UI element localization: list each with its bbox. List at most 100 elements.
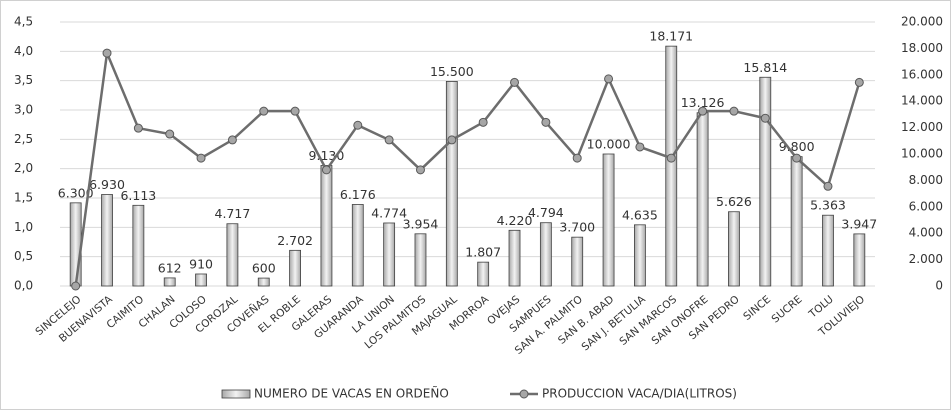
- bar: [508, 229, 521, 287]
- bar: [351, 204, 364, 287]
- line-marker: [760, 113, 770, 123]
- line-marker: [321, 165, 331, 175]
- legend-marker: [519, 389, 529, 399]
- bar: [634, 224, 646, 287]
- line-marker: [447, 135, 457, 145]
- value-label: 15.500: [430, 64, 474, 79]
- bar: [163, 277, 176, 287]
- line: [74, 48, 861, 287]
- value-label: 4.794: [528, 205, 564, 220]
- bar: [759, 76, 772, 287]
- line-marker: [478, 117, 488, 127]
- y2-tick-label: 2.000: [909, 252, 943, 266]
- bar: [853, 233, 866, 287]
- line-marker: [854, 77, 864, 87]
- bar: [320, 165, 333, 287]
- y-tick-label: 4,5: [14, 15, 33, 29]
- value-label: 4.717: [215, 206, 251, 221]
- line-marker: [698, 106, 708, 116]
- value-label: 3.954: [403, 216, 439, 231]
- line-marker: [165, 129, 175, 139]
- line-marker: [196, 153, 206, 163]
- value-label: 4.220: [497, 213, 533, 228]
- line-marker: [604, 74, 614, 84]
- y-tick-label: 3,5: [14, 73, 33, 87]
- bar: [665, 45, 678, 287]
- bar: [602, 153, 615, 287]
- bar: [696, 112, 709, 287]
- value-label: 2.702: [277, 233, 313, 248]
- value-label: 6.113: [120, 188, 156, 203]
- legend-swatch: [221, 389, 251, 399]
- line-marker: [227, 135, 237, 145]
- line-marker: [102, 48, 112, 58]
- y2-tick-label: 8.000: [909, 173, 943, 187]
- bar: [132, 204, 145, 287]
- value-label: 6.176: [340, 187, 376, 202]
- bar: [289, 249, 301, 287]
- value-label: 5.626: [716, 194, 752, 209]
- y-tick-label: 0,5: [14, 249, 33, 263]
- value-label: 3.947: [841, 216, 877, 231]
- value-label: 13.126: [681, 95, 725, 110]
- line-marker: [823, 181, 833, 191]
- line-marker: [541, 117, 551, 127]
- value-label: 10.000: [587, 137, 631, 152]
- y2-tick-label: 0: [935, 279, 943, 293]
- line-marker: [353, 120, 363, 130]
- line-marker: [572, 153, 582, 163]
- line-marker: [792, 153, 802, 163]
- value-label: 612: [158, 260, 182, 275]
- bar: [101, 194, 113, 287]
- y-tick-label: 3,0: [14, 103, 33, 117]
- bar: [571, 236, 584, 287]
- y-tick-label: 1,0: [14, 220, 33, 234]
- line-marker: [510, 77, 520, 87]
- line-marker: [290, 106, 300, 116]
- y2-tick-label: 12.000: [901, 120, 943, 134]
- bar: [226, 223, 239, 287]
- value-label: 4.635: [622, 207, 658, 222]
- y2-tick-label: 14.000: [901, 94, 943, 108]
- value-label: 3.700: [559, 220, 595, 235]
- y-tick-label: 2,5: [14, 132, 33, 146]
- bar: [728, 211, 740, 287]
- y-tick-label: 1,5: [14, 191, 33, 205]
- y-tick-label: 0,0: [14, 279, 33, 293]
- bar: [477, 261, 490, 287]
- line-marker: [71, 281, 81, 291]
- y2-tick-label: 20.000: [901, 15, 943, 29]
- bar: [69, 202, 82, 287]
- y2-tick-label: 6.000: [909, 199, 943, 213]
- bar: [383, 222, 396, 287]
- y2-tick-label: 16.000: [901, 67, 943, 81]
- line-marker: [384, 135, 394, 145]
- value-label: 5.363: [810, 198, 846, 213]
- line-marker: [259, 106, 269, 116]
- line-marker: [729, 106, 739, 116]
- bar: [195, 273, 207, 287]
- y-tick-label: 2,0: [14, 161, 33, 175]
- line-marker: [133, 123, 143, 133]
- bar: [445, 81, 458, 287]
- value-label: 18.171: [649, 29, 693, 44]
- value-label: 910: [189, 256, 213, 271]
- bar: [790, 156, 803, 287]
- bar: [539, 222, 552, 287]
- value-label: 6.930: [89, 177, 125, 192]
- value-label: 6.300: [58, 185, 94, 200]
- value-label: 15.814: [743, 60, 787, 75]
- y2-tick-label: 18.000: [901, 41, 943, 55]
- value-label: 4.774: [371, 205, 407, 220]
- value-label: 9.800: [779, 139, 815, 154]
- legend-label: PRODUCCION VACA/DIA(LITROS): [542, 387, 737, 401]
- line-marker: [666, 153, 676, 163]
- value-label: 600: [252, 261, 276, 276]
- legend-label: NUMERO DE VACAS EN ORDEÑO: [254, 386, 449, 401]
- line-marker: [635, 142, 645, 152]
- y2-tick-label: 10.000: [901, 147, 943, 161]
- bar: [414, 233, 427, 287]
- bar: [257, 277, 270, 287]
- line-marker: [415, 165, 425, 175]
